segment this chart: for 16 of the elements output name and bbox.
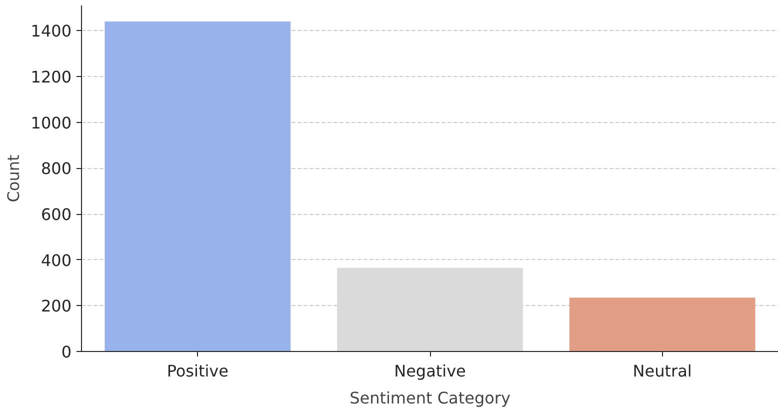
y-axis-title: Count <box>4 154 23 202</box>
y-tick-label: 400 <box>40 250 72 270</box>
y-tick-label: 1400 <box>30 22 72 41</box>
bar <box>337 268 523 352</box>
y-tick-label: 0 <box>61 342 72 362</box>
x-tick-label: Neutral <box>632 362 692 380</box>
y-tick-label: 200 <box>40 296 72 316</box>
bar <box>104 22 291 352</box>
y-tick-label: 600 <box>40 205 72 224</box>
x-tick-label: Positive <box>166 362 229 380</box>
bar <box>569 298 756 352</box>
y-tick-label: 1000 <box>30 113 72 132</box>
y-tick-label: 800 <box>40 159 72 178</box>
x-tick-label: Negative <box>394 362 466 380</box>
x-axis-title: Sentiment Category <box>350 388 510 408</box>
y-tick-label: 1200 <box>30 68 72 87</box>
